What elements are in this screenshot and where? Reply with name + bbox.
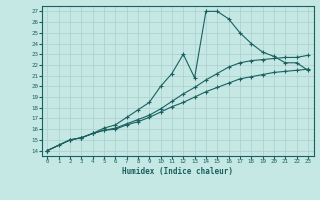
- X-axis label: Humidex (Indice chaleur): Humidex (Indice chaleur): [122, 167, 233, 176]
